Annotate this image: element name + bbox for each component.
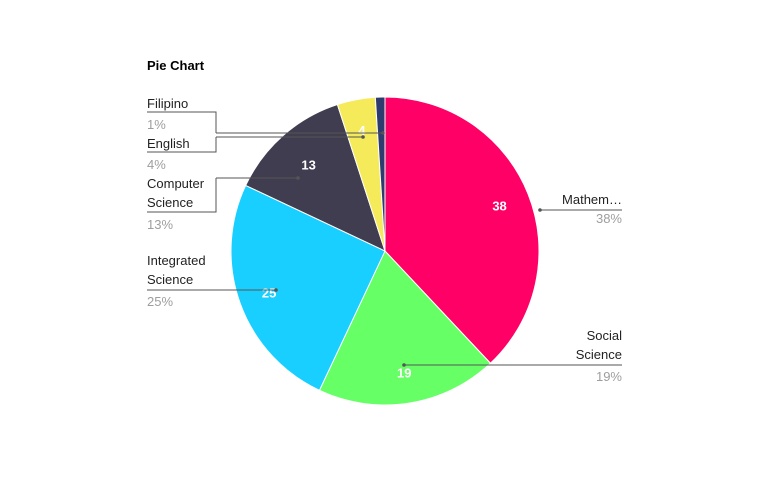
value-label-3: 13 — [301, 157, 315, 172]
slice-percent-label-4: 4% — [147, 157, 166, 172]
value-label-1: 19 — [397, 366, 411, 381]
value-label-2: 25 — [262, 286, 276, 301]
slice-name-label-1: Social — [587, 328, 623, 343]
slice-percent-label-3: 13% — [147, 217, 173, 232]
slice-percent-label-1: 19% — [596, 369, 622, 384]
chart-title: Pie Chart — [147, 58, 205, 73]
slice-name-label-2: Science — [147, 272, 193, 287]
pie-slice-2 — [230, 184, 386, 392]
pie-slice-0 — [384, 96, 540, 364]
slice-name-label-2: Integrated — [147, 253, 206, 268]
slice-percent-label-5: 1% — [147, 117, 166, 132]
leader-line-0 — [538, 208, 622, 212]
leader-line-3 — [147, 176, 300, 213]
slice-name-label-5: Filipino — [147, 96, 188, 111]
value-label-4: 4 — [358, 123, 366, 138]
slice-name-label-4: English — [147, 136, 190, 151]
pie-slice-1 — [318, 250, 492, 406]
slice-name-label-0: Mathem… — [562, 192, 622, 207]
slice-name-label-1: Science — [576, 347, 622, 362]
leader-line-2 — [147, 288, 278, 292]
slice-name-label-3: Computer — [147, 176, 205, 191]
leader-line-1 — [402, 363, 622, 367]
leader-line-5 — [147, 111, 385, 135]
slice-percent-label-0: 38% — [596, 211, 622, 226]
value-label-0: 38 — [492, 199, 506, 214]
pie-slice-5 — [374, 96, 386, 252]
slice-name-label-3: Science — [147, 195, 193, 210]
leader-line-4 — [147, 135, 365, 153]
slice-percent-label-2: 25% — [147, 294, 173, 309]
